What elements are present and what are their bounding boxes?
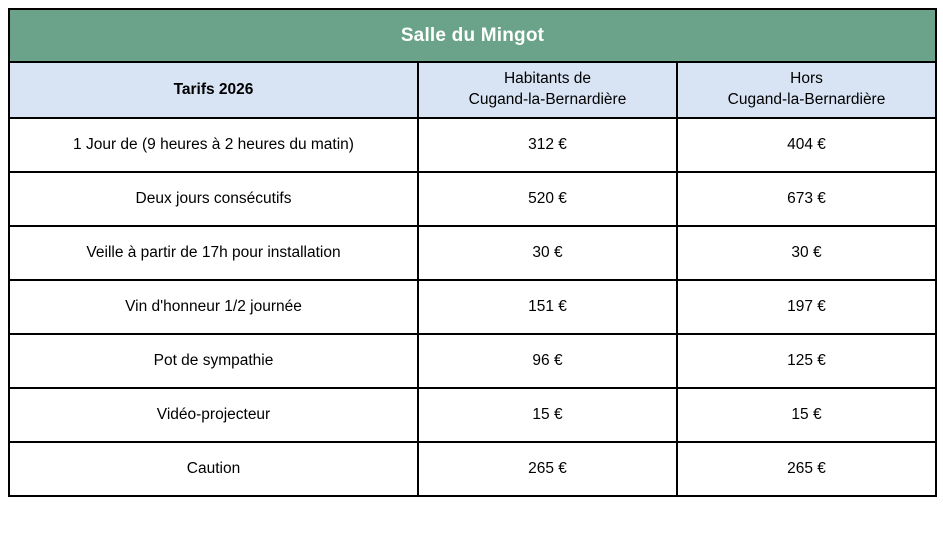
table-row: Salle du Mingot — [7, 8, 938, 63]
table-row: Vidéo-projecteur 15 € 15 € — [8, 387, 938, 443]
row-label: Deux jours consécutifs — [8, 171, 419, 227]
resident-price: 96 € — [417, 333, 678, 389]
resident-price: 15 € — [417, 387, 678, 443]
table-row: Veille à partir de 17h pour installation… — [8, 225, 938, 281]
row-label: Vin d'honneur 1/2 journée — [8, 279, 419, 335]
table-row: Pot de sympathie 96 € 125 € — [8, 333, 938, 389]
resident-price: 151 € — [417, 279, 678, 335]
resident-price: 265 € — [417, 441, 678, 497]
table-row: Caution 265 € 265 € — [8, 441, 938, 497]
row-label: Veille à partir de 17h pour installation — [8, 225, 419, 281]
non-resident-price: 265 € — [675, 441, 938, 497]
resident-price: 520 € — [417, 171, 678, 227]
row-label: Caution — [8, 441, 419, 497]
column-header-non-residents: Hors Cugand-la-Bernardière — [675, 61, 938, 119]
row-label: Vidéo-projecteur — [8, 387, 419, 443]
table-row: Deux jours consécutifs 520 € 673 € — [8, 171, 938, 227]
table-row: 1 Jour de (9 heures à 2 heures du matin)… — [8, 117, 938, 173]
resident-price: 312 € — [417, 117, 678, 173]
table-row: Tarifs 2026 Habitants de Cugand-la-Berna… — [8, 61, 938, 119]
non-resident-price: 673 € — [675, 171, 938, 227]
table-row: Vin d'honneur 1/2 journée 151 € 197 € — [8, 279, 938, 335]
non-resident-price: 15 € — [675, 387, 938, 443]
row-label: Pot de sympathie — [8, 333, 419, 389]
tarifs-year-label: Tarifs 2026 — [8, 61, 419, 119]
non-resident-price: 404 € — [675, 117, 938, 173]
non-resident-price: 197 € — [675, 279, 938, 335]
column-header-residents: Habitants de Cugand-la-Bernardière — [417, 61, 678, 119]
tariff-table: Salle du Mingot Tarifs 2026 Habitants de… — [7, 8, 938, 497]
table-title: Salle du Mingot — [7, 8, 938, 63]
resident-price: 30 € — [417, 225, 678, 281]
non-resident-price: 30 € — [675, 225, 938, 281]
non-resident-price: 125 € — [675, 333, 938, 389]
row-label: 1 Jour de (9 heures à 2 heures du matin) — [8, 117, 419, 173]
